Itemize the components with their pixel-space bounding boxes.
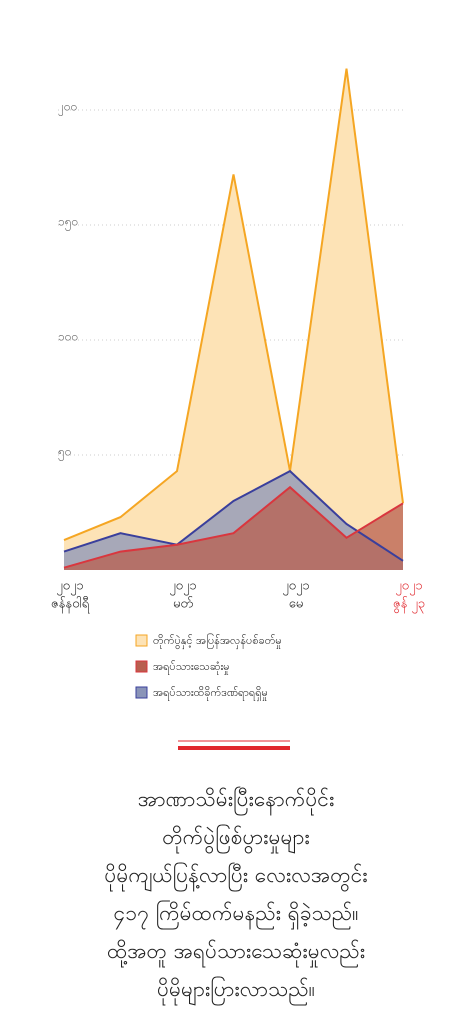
x-tick-label: ၂၀၂၁ (56, 579, 83, 596)
area (64, 68, 403, 570)
caption-line: ထို့အတူ အရပ်သားသေဆုံးမှုလည်း (107, 938, 365, 968)
y-tick-label: ၁၅၀ (58, 215, 78, 232)
y-tick-label: ၅၀ (58, 445, 72, 462)
area (64, 487, 403, 570)
line (63, 485, 404, 569)
caption-line: တိုက်ပွဲဖြစ်ပွားမှုများ (162, 823, 310, 855)
caption-line: ပိုမိုများပြားလာသည်။ (157, 975, 315, 1006)
y-tick-label: ၁၀၀ (58, 330, 78, 344)
caption-line: ပိုမိုကျယ်ပြန့်လာပြီး လေးလအတွင်း (104, 861, 367, 893)
x-tick-label: မတ် (173, 596, 193, 612)
line (63, 469, 404, 562)
legend-swatch (135, 660, 148, 673)
caption-line: ၄၁၇ ကြိမ်ထက်မနည်း ရှိခဲ့သည်။ (113, 899, 358, 931)
x-tick-label: ၂၀၂၁ (169, 579, 196, 596)
line (63, 68, 404, 542)
x-tick-label: မေ (289, 597, 304, 612)
caption-line: အာဏာသိမ်းပြီးနောက်ပိုင်း (138, 785, 335, 816)
x-tick-label: ဇွန် ၂၃ (393, 596, 425, 614)
legend-swatch (135, 686, 148, 699)
legend-label: အရပ်သားထိခိုက်ဒဏ်ရာရရှိမှု (153, 686, 268, 701)
legend-swatch (135, 634, 148, 647)
x-tick-label: ဇန်နဝါရီ (51, 596, 90, 614)
legend-label: အရပ်သားသေဆုံးမှု (153, 660, 230, 675)
x-tick-label: ၂၀၂၁ (282, 579, 309, 596)
y-tick-label: ၂၀၀ (58, 100, 77, 117)
legend-label: တိုက်ပွဲနှင့် အပြန်အလှန်ပစ်ခတ်မှု (153, 633, 282, 649)
x-tick-label: ၂၀၂၁ (395, 579, 422, 596)
